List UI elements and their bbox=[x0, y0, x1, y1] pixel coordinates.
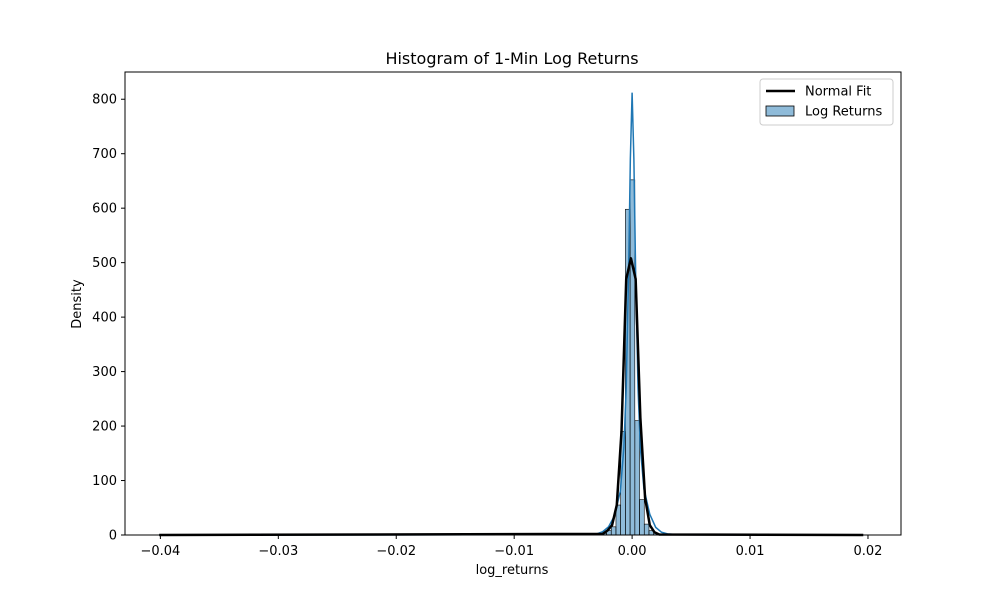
x-tick-label: 0.01 bbox=[736, 544, 765, 559]
y-tick-label: 700 bbox=[92, 147, 117, 162]
legend-log-returns-swatch bbox=[765, 105, 795, 117]
x-tick-label: −0.01 bbox=[494, 544, 534, 559]
legend: Normal Fit Log Returns bbox=[759, 78, 894, 126]
legend-normal-fit-label: Normal Fit bbox=[805, 85, 871, 100]
y-tick-label: 0 bbox=[109, 529, 117, 544]
normal-fit-line bbox=[159, 257, 864, 537]
x-tick-label: 0.00 bbox=[618, 544, 647, 559]
histogram-bar bbox=[610, 526, 617, 536]
histogram-bars bbox=[601, 179, 659, 536]
y-tick-label: 100 bbox=[92, 474, 117, 489]
y-tick-label: 300 bbox=[92, 365, 117, 380]
x-tick-label: −0.03 bbox=[258, 544, 298, 559]
x-axis-label: log_returns bbox=[476, 563, 549, 578]
kde-line bbox=[159, 92, 864, 536]
chart-title: Histogram of 1-Min Log Returns bbox=[385, 49, 638, 68]
y-tick-label: 200 bbox=[92, 420, 117, 435]
x-axis-ticks: −0.04 −0.03 −0.02 −0.01 0.00 0.01 0.02 bbox=[140, 535, 882, 559]
histogram-bar bbox=[639, 499, 645, 536]
y-tick-label: 800 bbox=[92, 93, 117, 108]
x-tick-label: −0.04 bbox=[140, 544, 180, 559]
y-axis-label: Density bbox=[70, 279, 85, 329]
y-tick-label: 400 bbox=[92, 311, 117, 326]
histogram-bar bbox=[629, 179, 636, 536]
y-tick-label: 500 bbox=[92, 256, 117, 271]
density-lines bbox=[159, 92, 864, 537]
histogram-bar bbox=[643, 523, 650, 536]
axes-frame bbox=[124, 71, 902, 536]
y-tick-label: 600 bbox=[92, 202, 117, 217]
legend-log-returns-label: Log Returns bbox=[805, 105, 882, 120]
histogram-bar bbox=[634, 420, 640, 536]
y-axis-ticks: 0 100 200 300 400 500 600 700 800 bbox=[92, 93, 125, 544]
x-tick-label: −0.02 bbox=[376, 544, 416, 559]
x-tick-label: 0.02 bbox=[854, 544, 883, 559]
